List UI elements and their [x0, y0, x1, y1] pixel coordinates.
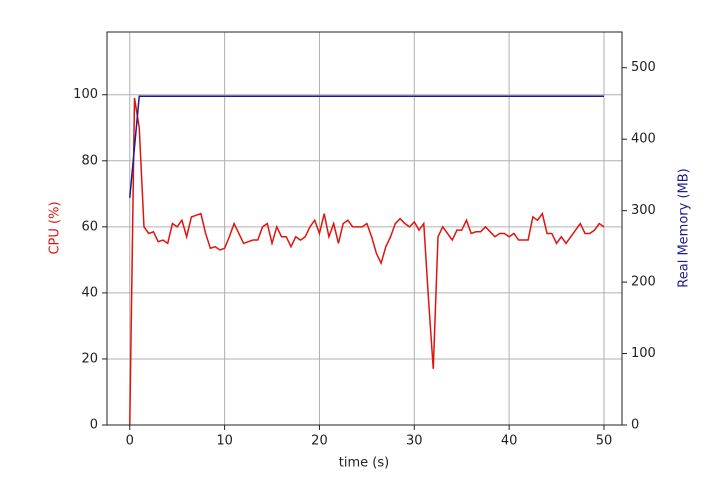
x-tick-label: 20 — [311, 434, 328, 449]
y2-tick-label: 200 — [631, 275, 656, 290]
x-axis-label: time (s) — [339, 456, 389, 471]
y-tick-label: 20 — [81, 351, 98, 366]
x-tick-label: 0 — [126, 434, 134, 449]
data-line — [129, 97, 605, 426]
y-tick-label: 40 — [81, 285, 98, 300]
y2-tick-label: 400 — [631, 132, 656, 147]
y2-axis-label: Real Memory (MB) — [677, 168, 692, 287]
y-axis-label: CPU (%) — [48, 201, 63, 254]
y2-tick-label: 100 — [631, 346, 656, 361]
x-tick-label: 30 — [406, 434, 423, 449]
data-line — [129, 95, 604, 198]
y2-tick-label: 0 — [631, 418, 639, 433]
y-tick-label: 80 — [81, 153, 98, 168]
y-tick-label: 60 — [81, 219, 98, 234]
x-tick-label: 40 — [501, 434, 518, 449]
y-tick-label: 0 — [90, 418, 98, 433]
plot-frame — [106, 31, 623, 426]
y2-tick-label: 300 — [631, 203, 656, 218]
y-tick-label: 100 — [73, 87, 98, 102]
x-tick-label: 10 — [216, 434, 233, 449]
y2-tick-label: 500 — [631, 60, 656, 75]
x-tick-label: 50 — [596, 434, 613, 449]
